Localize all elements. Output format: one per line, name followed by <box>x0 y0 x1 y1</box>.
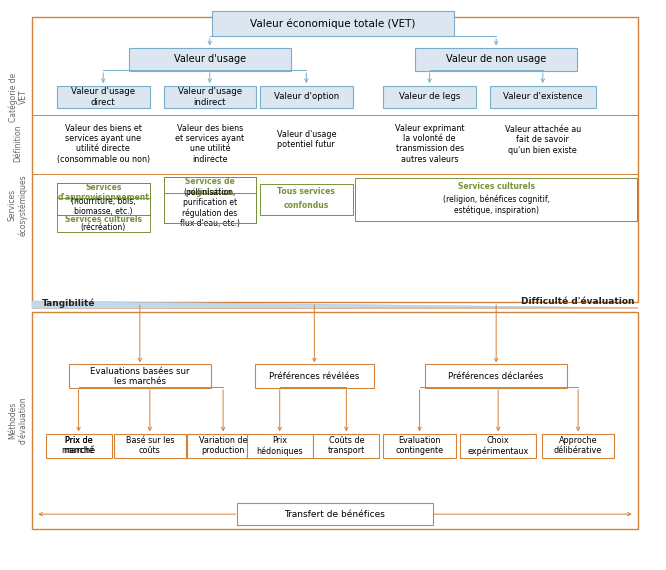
Text: Difficulté d'évaluation: Difficulté d'évaluation <box>521 297 635 306</box>
Text: Services de
régulation: Services de régulation <box>185 177 234 197</box>
FancyBboxPatch shape <box>57 198 149 215</box>
Text: Valeur d'usage
indirect: Valeur d'usage indirect <box>178 87 242 107</box>
Text: Evaluations basées sur
les marchés: Evaluations basées sur les marchés <box>90 367 190 386</box>
Text: (nourriture, bois,
biomasse, etc.): (nourriture, bois, biomasse, etc.) <box>71 197 136 216</box>
Text: Valeur d'existence: Valeur d'existence <box>503 92 583 101</box>
FancyBboxPatch shape <box>314 434 380 458</box>
FancyBboxPatch shape <box>490 86 595 108</box>
Text: confondus: confondus <box>284 201 329 210</box>
Text: Choix
expérimentaux: Choix expérimentaux <box>468 435 529 456</box>
Polygon shape <box>32 301 638 308</box>
Text: (récréation): (récréation) <box>81 223 126 232</box>
Text: Coûts de
transport: Coûts de transport <box>328 436 365 455</box>
Text: Définition: Définition <box>13 125 23 162</box>
FancyBboxPatch shape <box>57 86 149 108</box>
Text: Valeur économique totale (VET): Valeur économique totale (VET) <box>250 19 416 29</box>
Text: (religion, bénéfices cognitif,
estétique, inspiration): (religion, bénéfices cognitif, estétique… <box>443 195 549 215</box>
FancyBboxPatch shape <box>384 86 476 108</box>
Text: Services culturels: Services culturels <box>65 215 142 224</box>
Text: Valeur d'option: Valeur d'option <box>274 92 339 101</box>
FancyBboxPatch shape <box>57 215 149 232</box>
Text: Services
écosystémiques: Services écosystémiques <box>8 174 28 236</box>
FancyBboxPatch shape <box>57 183 149 202</box>
Text: Prix
hédoniques: Prix hédoniques <box>256 435 303 456</box>
FancyBboxPatch shape <box>237 503 433 525</box>
Text: Catégorie de
VET: Catégorie de VET <box>8 72 28 121</box>
Text: Valeur exprimant
la volonté de
transmission des
autres valeurs: Valeur exprimant la volonté de transmiss… <box>395 124 464 164</box>
Text: Valeur de non usage: Valeur de non usage <box>446 54 546 64</box>
Text: Préférences déclarées: Préférences déclarées <box>448 372 544 381</box>
FancyBboxPatch shape <box>542 434 614 458</box>
FancyBboxPatch shape <box>415 48 577 71</box>
Text: Valeur des biens et
services ayant une
utilité directe
(consommable ou non): Valeur des biens et services ayant une u… <box>57 124 150 164</box>
FancyBboxPatch shape <box>113 434 186 458</box>
FancyBboxPatch shape <box>246 434 313 458</box>
Text: Approche
délibérative: Approche délibérative <box>554 436 602 455</box>
FancyBboxPatch shape <box>260 86 353 108</box>
Text: Méthodes
d'évaluation: Méthodes d'évaluation <box>8 397 28 445</box>
FancyBboxPatch shape <box>254 364 374 388</box>
Text: Tous services: Tous services <box>278 187 335 196</box>
FancyBboxPatch shape <box>460 434 536 458</box>
FancyBboxPatch shape <box>129 48 291 71</box>
FancyBboxPatch shape <box>384 434 456 458</box>
FancyBboxPatch shape <box>260 184 353 215</box>
FancyBboxPatch shape <box>212 11 454 36</box>
Text: Services
d'approvisionnement: Services d'approvisionnement <box>57 183 149 202</box>
FancyBboxPatch shape <box>186 434 259 458</box>
Text: Evaluation
contingente: Evaluation contingente <box>396 436 444 455</box>
Text: Valeur attachée au
fait de savoir
qu'un bien existe: Valeur attachée au fait de savoir qu'un … <box>505 125 581 154</box>
Text: Valeur d'usage: Valeur d'usage <box>174 54 246 64</box>
FancyBboxPatch shape <box>163 86 256 108</box>
Text: Basé sur les
coûts: Basé sur les coûts <box>126 436 174 455</box>
Text: (pollinisation,
purification et
régulation des
flux d'eau, etc.): (pollinisation, purification et régulati… <box>180 188 240 229</box>
Text: Variation de
production: Variation de production <box>199 436 247 455</box>
FancyBboxPatch shape <box>45 434 111 458</box>
FancyBboxPatch shape <box>355 178 637 221</box>
Text: Transfert de bénéfices: Transfert de bénéfices <box>284 510 386 519</box>
Text: Services culturels: Services culturels <box>458 182 535 192</box>
Text: Prix de
marrché: Prix de marrché <box>61 436 96 455</box>
Text: Prix de
marché: Prix de marché <box>63 436 94 455</box>
FancyBboxPatch shape <box>69 364 211 388</box>
FancyBboxPatch shape <box>163 193 256 223</box>
Text: Valeur d'usage
potentiel futur: Valeur d'usage potentiel futur <box>276 130 336 149</box>
FancyBboxPatch shape <box>425 364 567 388</box>
Text: Valeur des biens
et services ayant
une utilité
indirecte: Valeur des biens et services ayant une u… <box>175 124 244 164</box>
Text: Tangibilité: Tangibilité <box>42 299 95 308</box>
Text: Valeur d'usage
direct: Valeur d'usage direct <box>71 87 135 107</box>
Text: Valeur de legs: Valeur de legs <box>399 92 460 101</box>
FancyBboxPatch shape <box>163 177 256 197</box>
Text: Préférences révélées: Préférences révélées <box>269 372 360 381</box>
